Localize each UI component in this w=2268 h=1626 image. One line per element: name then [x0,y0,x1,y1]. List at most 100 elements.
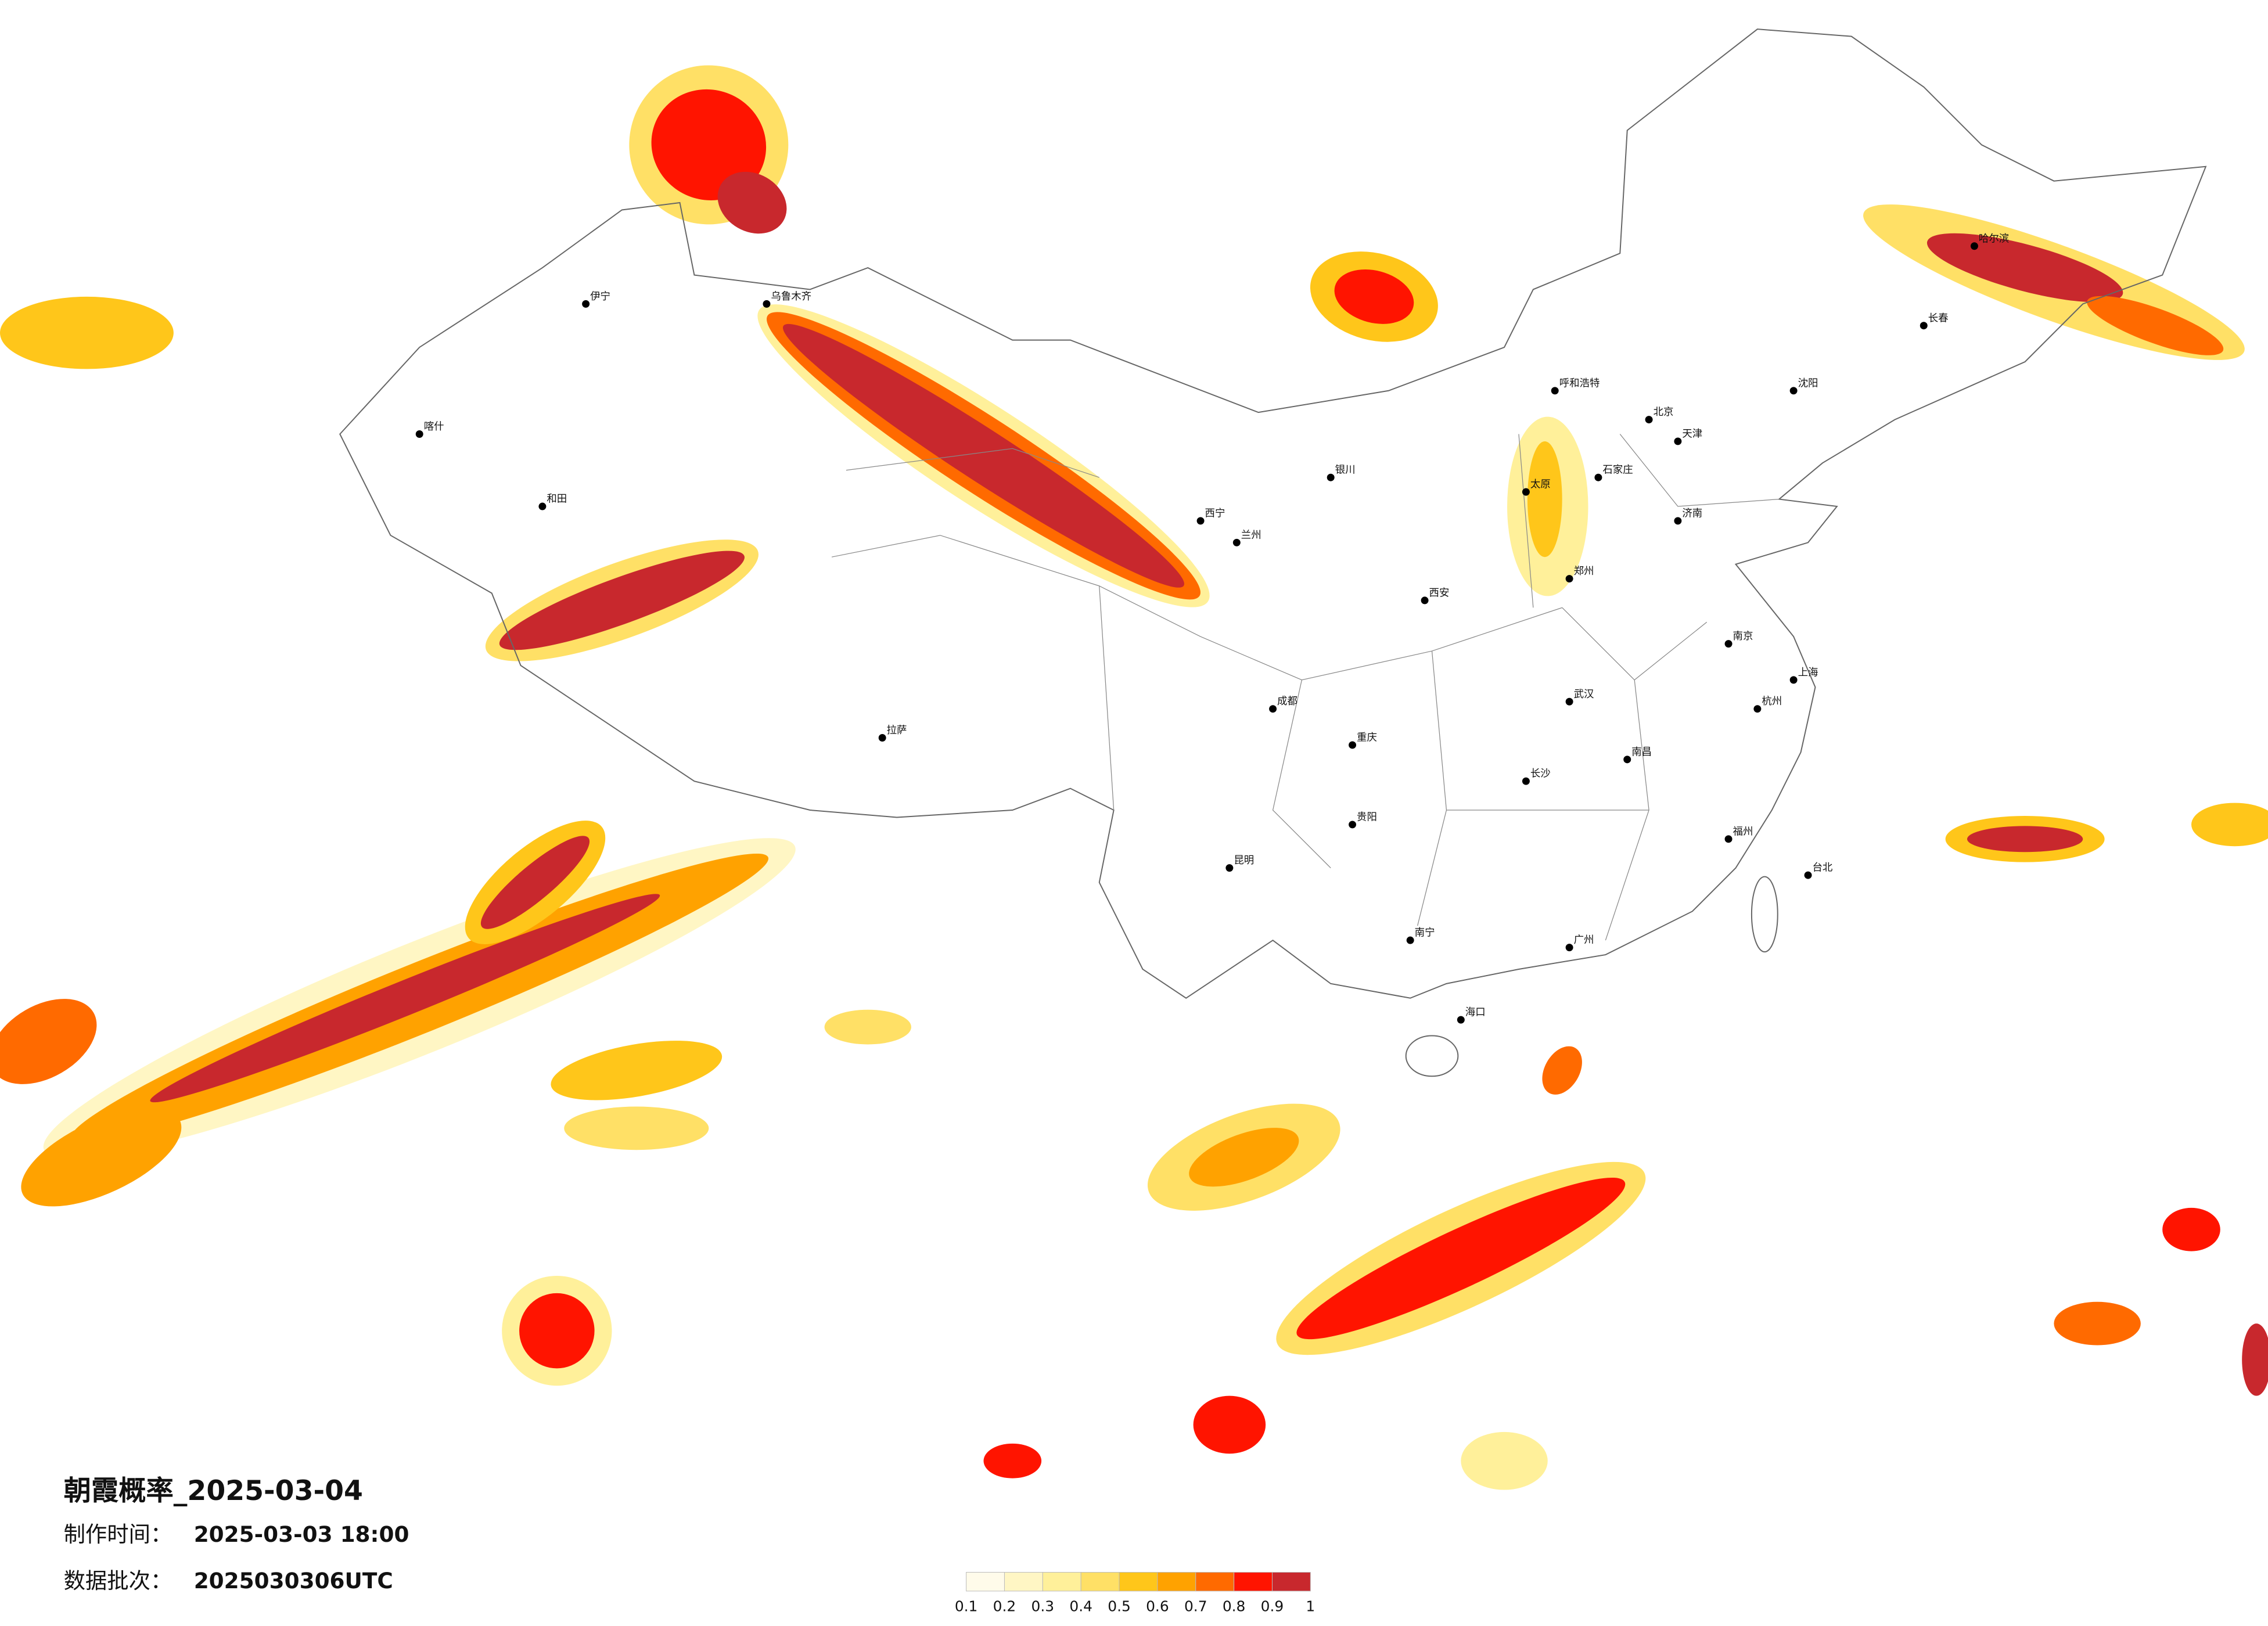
hainan-border [1405,1035,1459,1077]
city-dot [1724,835,1733,843]
legend-tick: 0.1 [955,1598,978,1615]
country-border [339,28,2207,999]
probability-area [2191,803,2268,847]
city-label: 银川 [1335,465,1356,476]
city-label: 南京 [1733,631,1753,642]
legend-swatch [1234,1571,1273,1592]
city-label: 海口 [1465,1007,1486,1019]
legend-swatch [1080,1571,1120,1592]
data-batch-label: 数据批次： [64,1568,172,1593]
probability-field [0,65,2268,1490]
city-label: 上海 [1798,667,1818,678]
province-borders [831,434,1780,941]
city-dot [1674,517,1682,525]
city-label: 昆明 [1234,855,1254,866]
legend-swatch [1119,1571,1158,1592]
probability-area [519,1293,595,1369]
city-label: 西安 [1429,587,1450,599]
city-dot [1789,387,1798,395]
city-dot [1196,517,1205,525]
city-dot [415,430,423,438]
city-label: 广州 [1574,934,1594,946]
probability-area [1334,269,1414,324]
legend-tick: 0.8 [1223,1598,1246,1615]
probability-area [824,1009,911,1045]
probability-area [783,323,1184,588]
legend-swatch [1042,1571,1081,1592]
probability-area [2162,1207,2220,1251]
city-dot [1225,864,1234,872]
city-dot [538,502,547,510]
probability-area [564,1106,709,1150]
city-dot [763,300,771,308]
legend: 0.1 0.2 0.3 0.4 0.5 0.6 0.7 0.8 0.9 1 [955,1571,1315,1615]
city-label: 北京 [1654,406,1674,418]
city-label: 长沙 [1530,768,1551,780]
city-dot [1457,1016,1465,1024]
city-dot [582,300,590,308]
city-label: 石家庄 [1602,465,1633,476]
city-label: 兰州 [1241,530,1261,541]
probability-area [651,89,767,200]
city-label: 武汉 [1574,689,1594,700]
city-label: 福州 [1733,826,1753,837]
city-dot [1623,756,1631,764]
probability-area [1926,233,2123,303]
legend-tick: 0.9 [1261,1598,1284,1615]
probability-area [983,1443,1042,1478]
data-batch: 2025030306UTC [194,1568,393,1593]
city-dot [1753,705,1762,713]
legend-tick: 0.3 [1031,1598,1055,1615]
probability-area [2242,1323,2268,1396]
city-dot [1522,488,1530,496]
city-dot [1674,437,1682,445]
city-label: 杭州 [1762,696,1782,707]
probability-area [1527,441,1562,557]
city-dot [878,734,886,742]
city-dot [1232,538,1241,546]
probability-area [1296,1177,1626,1340]
probability-area [551,1041,723,1100]
legend-swatch [966,1571,1005,1592]
city-label: 和田 [547,494,567,505]
city-dot [1645,416,1653,424]
city-dot [1920,322,1928,330]
legend-swatch [1157,1571,1196,1592]
city-dot [1349,741,1357,749]
legend-tick: 0.2 [993,1598,1016,1615]
city-dot [1269,705,1277,713]
city-dot [1970,242,1978,250]
city-label: 呼和浩特 [1559,377,1600,389]
city-dot [1594,473,1602,481]
city-label: 济南 [1682,508,1702,519]
city-label: 成都 [1277,696,1297,707]
city-dot [1804,871,1812,879]
city-label: 拉萨 [887,725,907,736]
city-label: 重庆 [1357,732,1377,743]
title: 朝霞概率_2025-03-04 [64,1475,363,1507]
probability-area [1461,1431,1548,1490]
city-label: 天津 [1682,428,1702,440]
city-label: 台北 [1813,862,1833,874]
probability-area [0,999,97,1084]
probability-area [717,171,787,234]
legend-tick: 1 [1306,1598,1315,1615]
legend-tick: 0.6 [1146,1598,1169,1615]
probability-area [499,551,745,650]
probability-area [2087,296,2224,355]
city-label: 喀什 [424,421,444,433]
city-dot [1406,936,1414,944]
legend-tick: 0.5 [1108,1598,1131,1615]
legend-tick: 0.7 [1184,1598,1207,1615]
probability-area [1193,1395,1266,1454]
city-dot [1522,777,1530,785]
probability-area [1967,826,2083,852]
legend-tick: 0.4 [1069,1598,1092,1615]
legend-swatch [1271,1571,1311,1592]
city-label: 太原 [1530,479,1551,491]
probability-area [480,836,590,929]
city-label: 贵阳 [1357,811,1377,823]
city-label: 哈尔滨 [1979,233,2009,244]
